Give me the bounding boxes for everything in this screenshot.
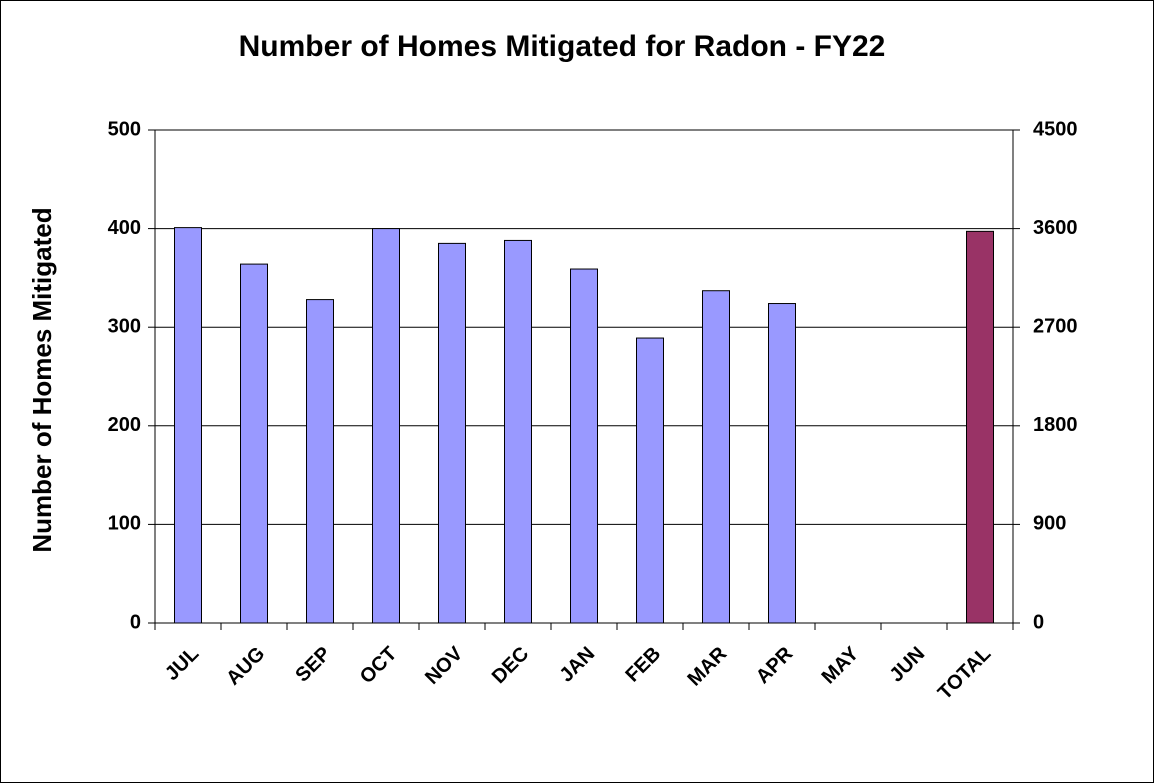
y2-tick-label: 900	[1033, 513, 1066, 535]
y-tick-label: 400	[108, 217, 141, 239]
y2-tick-label: 4500	[1033, 118, 1078, 140]
bar	[504, 239, 532, 624]
y2-tick-label: 1800	[1033, 414, 1078, 436]
bar	[372, 228, 400, 624]
y2-tick-label: 3600	[1033, 217, 1078, 239]
bar	[768, 303, 796, 624]
bar	[438, 242, 466, 624]
y-axis-label: Number of Homes Mitigated	[27, 207, 57, 552]
y-tick-label: 100	[108, 513, 141, 535]
y-tick-label: 200	[108, 414, 141, 436]
bar	[174, 227, 202, 624]
y2-tick-label: 2700	[1033, 315, 1078, 337]
y2-tick-label: 0	[1033, 611, 1044, 633]
y-tick-label: 300	[108, 315, 141, 337]
y-tick-label: 0	[130, 611, 141, 633]
chart-title: Number of Homes Mitigated for Radon - FY…	[239, 30, 886, 63]
bar	[306, 299, 334, 624]
bar	[240, 263, 268, 624]
bar	[636, 337, 664, 624]
bar	[966, 230, 994, 624]
bar	[702, 290, 730, 624]
y-tick-label: 500	[108, 118, 141, 140]
bar	[570, 268, 598, 624]
